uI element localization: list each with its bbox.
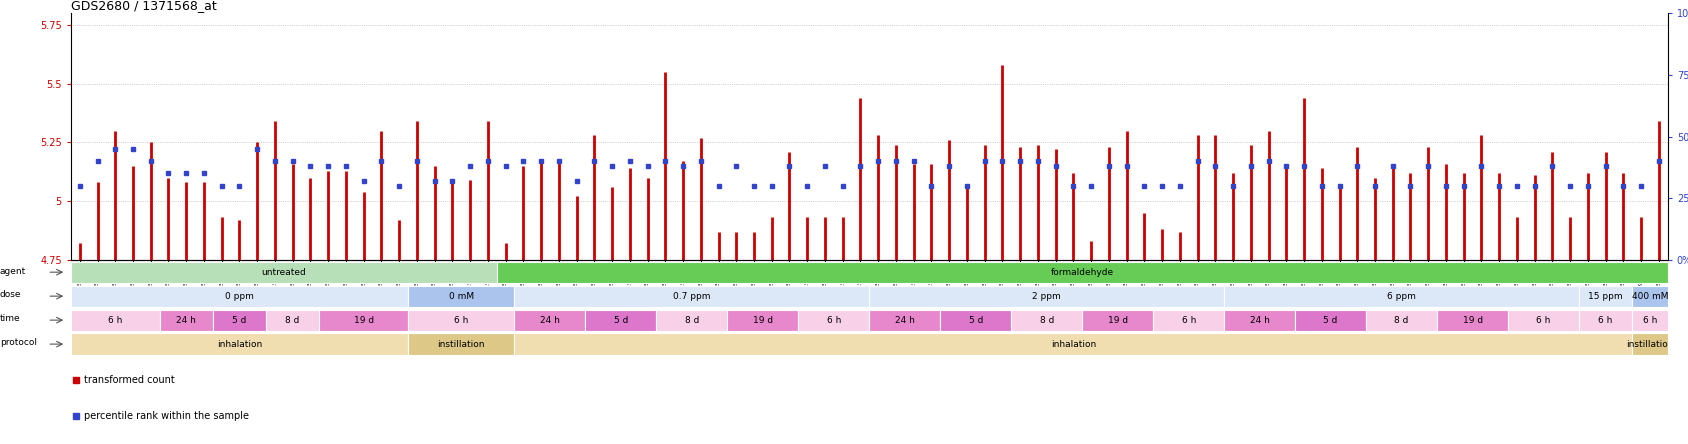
Text: 6 h: 6 h [827, 316, 841, 325]
Bar [408, 333, 515, 355]
Bar [213, 309, 267, 331]
Text: 24 h: 24 h [176, 316, 196, 325]
Text: untreated: untreated [262, 268, 306, 277]
Bar [71, 309, 160, 331]
Bar [728, 309, 798, 331]
Bar [1578, 309, 1632, 331]
Text: 8 d: 8 d [285, 316, 300, 325]
Bar [496, 262, 1668, 283]
Text: transformed count: transformed count [84, 375, 174, 385]
Text: 8 d: 8 d [685, 316, 699, 325]
Text: percentile rank within the sample: percentile rank within the sample [84, 411, 248, 421]
Text: 400 mM: 400 mM [1632, 292, 1668, 301]
Text: 6 h: 6 h [1599, 316, 1612, 325]
Bar [71, 262, 496, 283]
Bar [71, 333, 408, 355]
Bar [515, 333, 1632, 355]
Text: 24 h: 24 h [1249, 316, 1269, 325]
Text: inhalation: inhalation [1050, 340, 1096, 349]
Bar [1632, 285, 1668, 307]
Bar [1436, 309, 1507, 331]
Bar [71, 285, 408, 307]
Bar [515, 285, 869, 307]
Bar [586, 309, 657, 331]
Text: 15 ppm: 15 ppm [1588, 292, 1622, 301]
Bar [1366, 309, 1436, 331]
Text: 19 d: 19 d [753, 316, 773, 325]
Bar [1295, 309, 1366, 331]
Bar [319, 309, 408, 331]
Text: instillation: instillation [1626, 340, 1674, 349]
Text: 24 h: 24 h [540, 316, 560, 325]
Text: formaldehyde: formaldehyde [1050, 268, 1114, 277]
Text: 2 ppm: 2 ppm [1033, 292, 1062, 301]
Text: 6 h: 6 h [1182, 316, 1195, 325]
Text: 19 d: 19 d [1107, 316, 1128, 325]
Bar [798, 309, 869, 331]
Text: time: time [0, 314, 20, 324]
Text: dose: dose [0, 290, 22, 300]
Bar [160, 309, 213, 331]
Text: 0.7 ppm: 0.7 ppm [674, 292, 711, 301]
Text: 8 d: 8 d [1040, 316, 1053, 325]
Text: 0 ppm: 0 ppm [225, 292, 253, 301]
Text: protocol: protocol [0, 338, 37, 348]
Bar [1153, 309, 1224, 331]
Bar [1507, 309, 1578, 331]
Bar [1224, 309, 1295, 331]
Text: 6 h: 6 h [1642, 316, 1658, 325]
Bar [408, 285, 515, 307]
Text: 5 d: 5 d [233, 316, 246, 325]
Text: 5 d: 5 d [1323, 316, 1339, 325]
Bar [657, 309, 728, 331]
Bar [1632, 309, 1668, 331]
Text: 0 mM: 0 mM [449, 292, 474, 301]
Text: instillation: instillation [437, 340, 484, 349]
Text: 6 h: 6 h [454, 316, 469, 325]
Bar [408, 309, 515, 331]
Text: GDS2680 / 1371568_at: GDS2680 / 1371568_at [71, 0, 216, 12]
Bar [940, 309, 1011, 331]
Bar [869, 285, 1224, 307]
Text: inhalation: inhalation [216, 340, 262, 349]
Text: 6 ppm: 6 ppm [1388, 292, 1416, 301]
Bar [869, 309, 940, 331]
Text: 19 d: 19 d [353, 316, 373, 325]
Bar [1578, 285, 1632, 307]
Bar [1082, 309, 1153, 331]
Text: 6 h: 6 h [108, 316, 123, 325]
Bar [1632, 333, 1668, 355]
Text: 6 h: 6 h [1536, 316, 1551, 325]
Text: agent: agent [0, 266, 27, 276]
Text: 8 d: 8 d [1394, 316, 1409, 325]
Bar [515, 309, 586, 331]
Bar [1011, 309, 1082, 331]
Text: 5 d: 5 d [969, 316, 982, 325]
Text: 19 d: 19 d [1462, 316, 1482, 325]
Bar [1224, 285, 1578, 307]
Bar [267, 309, 319, 331]
Text: 5 d: 5 d [614, 316, 628, 325]
Text: 24 h: 24 h [895, 316, 915, 325]
